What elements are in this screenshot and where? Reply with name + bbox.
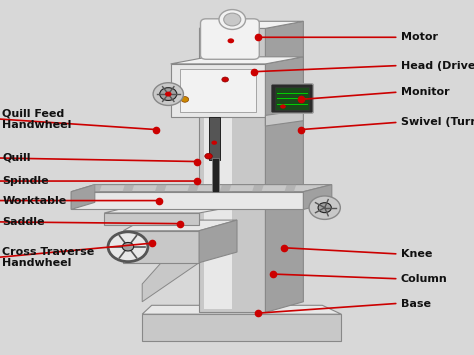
- Polygon shape: [199, 21, 303, 28]
- Polygon shape: [265, 21, 303, 312]
- Text: Monitor: Monitor: [401, 87, 449, 97]
- Polygon shape: [104, 206, 237, 213]
- Circle shape: [222, 77, 228, 82]
- Text: Swivel (Turret): Swivel (Turret): [401, 118, 474, 127]
- Text: Base: Base: [401, 299, 430, 308]
- Circle shape: [160, 88, 177, 100]
- Polygon shape: [71, 192, 303, 209]
- Circle shape: [224, 13, 241, 26]
- Polygon shape: [142, 314, 341, 341]
- Circle shape: [309, 196, 340, 219]
- Circle shape: [108, 232, 148, 262]
- Polygon shape: [122, 185, 134, 192]
- Bar: [212, 158, 219, 192]
- FancyBboxPatch shape: [271, 84, 313, 113]
- Text: Saddle: Saddle: [2, 217, 45, 227]
- Polygon shape: [265, 57, 303, 117]
- Text: Knee: Knee: [401, 249, 432, 259]
- Circle shape: [318, 203, 331, 213]
- Polygon shape: [123, 220, 237, 231]
- Text: Worktable: Worktable: [2, 196, 67, 206]
- Text: Spindle: Spindle: [2, 176, 49, 186]
- Polygon shape: [90, 185, 102, 192]
- Text: Column: Column: [401, 274, 447, 284]
- Polygon shape: [265, 110, 303, 126]
- Polygon shape: [187, 185, 199, 192]
- Polygon shape: [171, 57, 303, 64]
- Circle shape: [280, 104, 286, 109]
- Circle shape: [181, 97, 189, 102]
- Text: Cross Traverse
Handwheel: Cross Traverse Handwheel: [2, 247, 95, 268]
- Bar: [209, 117, 220, 160]
- Circle shape: [122, 242, 134, 251]
- Text: Quill Feed
Handwheel: Quill Feed Handwheel: [2, 108, 72, 130]
- Circle shape: [211, 141, 217, 145]
- Polygon shape: [199, 220, 237, 263]
- Polygon shape: [142, 305, 341, 314]
- Polygon shape: [142, 263, 199, 302]
- Text: Motor: Motor: [401, 32, 438, 42]
- Text: Head (Drive): Head (Drive): [401, 61, 474, 71]
- Polygon shape: [123, 231, 199, 263]
- Polygon shape: [303, 185, 332, 209]
- Polygon shape: [252, 185, 264, 192]
- Text: Quill: Quill: [2, 153, 31, 163]
- Polygon shape: [71, 185, 95, 209]
- Polygon shape: [171, 64, 265, 117]
- Polygon shape: [155, 185, 167, 192]
- Circle shape: [228, 38, 234, 43]
- Circle shape: [165, 92, 172, 97]
- Bar: [275, 87, 309, 110]
- Polygon shape: [104, 213, 199, 225]
- Polygon shape: [71, 185, 332, 192]
- Bar: [204, 28, 232, 309]
- Bar: [180, 69, 256, 112]
- Circle shape: [219, 10, 246, 29]
- Polygon shape: [219, 185, 231, 192]
- Polygon shape: [284, 185, 296, 192]
- Polygon shape: [199, 28, 265, 312]
- Circle shape: [205, 153, 212, 159]
- FancyBboxPatch shape: [201, 19, 259, 59]
- Circle shape: [153, 83, 183, 105]
